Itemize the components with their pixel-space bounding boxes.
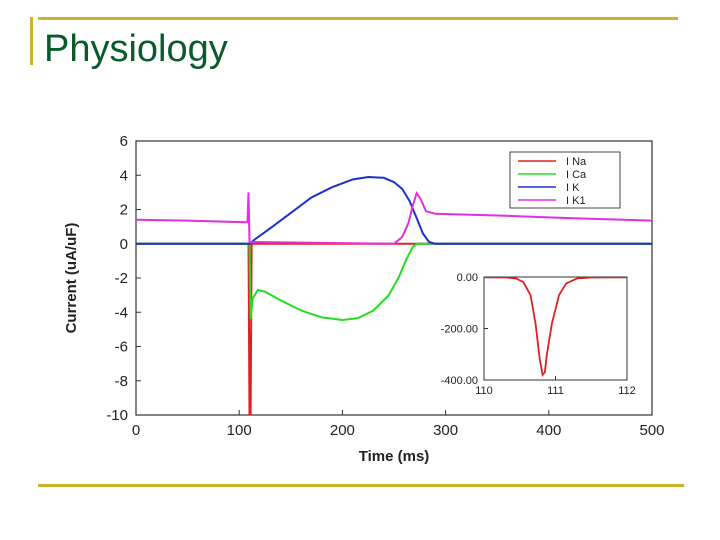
x-tick-label: 400 (536, 422, 561, 439)
legend-label: I K1 (566, 195, 586, 207)
left-rule (30, 17, 33, 65)
inset-y-tick-label: -400.00 (441, 375, 478, 387)
top-rule (38, 17, 678, 20)
y-tick-label: 6 (120, 133, 128, 150)
y-tick-label: -4 (115, 304, 128, 321)
legend-label: I Na (566, 156, 587, 168)
y-tick-label: 2 (120, 202, 128, 219)
x-tick-label: 200 (330, 422, 355, 439)
inset-x-tick-label: 110 (475, 385, 493, 397)
inset-plot-frame (483, 276, 628, 381)
series-line-i-ca (136, 242, 652, 322)
inset-x-tick-label: 111 (547, 385, 564, 397)
inset-y-tick-label: 0.00 (457, 272, 478, 284)
y-tick-label: -8 (115, 373, 128, 390)
y-tick-label: 0 (120, 236, 128, 253)
y-tick-label: 4 (120, 167, 128, 184)
y-tick-label: -10 (106, 407, 128, 424)
x-tick-label: 0 (132, 422, 140, 439)
x-tick-label: 100 (227, 422, 252, 439)
x-tick-label: 300 (433, 422, 458, 439)
x-axis-label: Time (ms) (359, 448, 430, 465)
series-line-i-k (136, 175, 652, 245)
inset-x-tick-label: 112 (618, 385, 636, 397)
series-line-i-k1 (136, 190, 652, 245)
y-axis-label: Current (uA/uF) (63, 223, 80, 334)
bottom-rule (38, 484, 684, 487)
legend-label: I K (566, 182, 580, 194)
legend-label: I Ca (566, 169, 587, 181)
slide-title: Physiology (44, 28, 228, 70)
y-tick-label: -2 (115, 270, 128, 287)
x-tick-label: 500 (639, 422, 664, 439)
y-tick-label: -6 (115, 339, 128, 356)
inset-y-tick-label: -200.00 (441, 324, 478, 336)
inset-series-line (484, 277, 627, 377)
